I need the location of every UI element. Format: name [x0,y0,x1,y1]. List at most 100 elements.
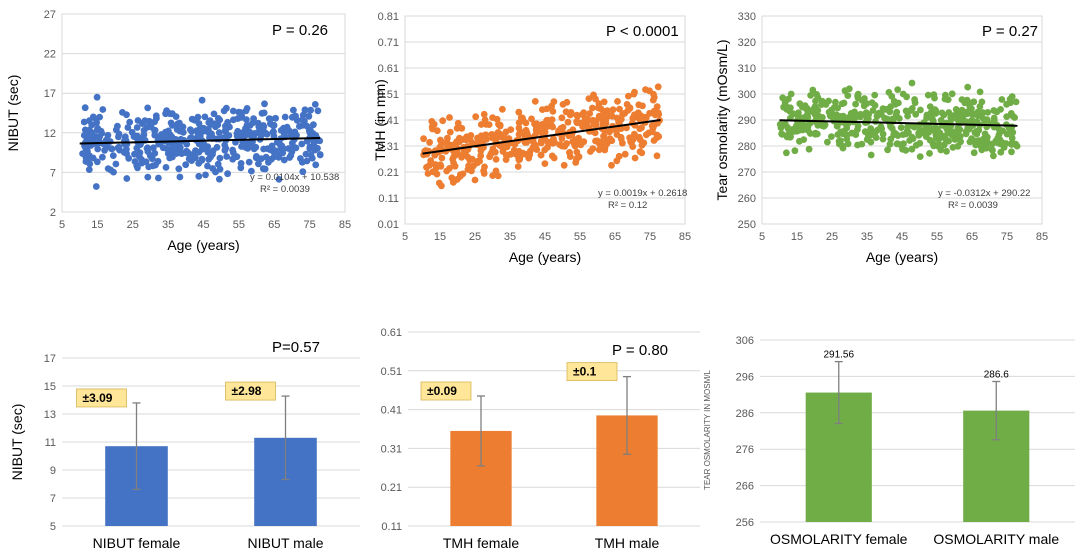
s2-point [517,114,525,121]
s2-point [496,121,504,129]
s2-point [636,148,644,156]
s2-point [608,161,615,169]
s2-point [471,176,479,184]
s1-point [223,153,231,160]
s2-point [609,106,617,114]
s3-point [926,103,934,110]
s3-point [909,135,917,143]
s2-point [592,95,599,103]
s2-point [489,172,497,180]
s1-point [126,118,134,126]
s2-x-tick-label: 85 [679,231,691,243]
s3-point [800,114,808,122]
s3-point [943,147,950,155]
s1-point [89,154,97,162]
s3-point [863,100,871,107]
s1-x-tick-label: 45 [197,219,209,231]
s1-point [249,130,257,138]
s1-point [151,127,159,135]
b1-y-tick-label: 5 [50,521,56,533]
s2-point [502,151,510,159]
s3-point [935,135,943,143]
s3-point [929,140,937,148]
s2-point [639,102,646,110]
s3-chart: 250 260 270 280 290 300 310 320 330 5 15 25 35 45 55 65… [714,11,1048,265]
s1-point [155,174,162,182]
s3-point [905,129,912,136]
s2-x-axis-label: Age (years) [509,249,581,265]
s3-point [995,131,1003,139]
s2-point [642,131,650,139]
s3-point [857,110,864,118]
s1-point [260,109,268,117]
b2-y-tick-label: 0.11 [381,521,402,533]
s2-point [541,160,549,168]
s1-point [298,140,306,148]
s1-point [125,154,133,162]
s3-x-tick-label: 65 [966,231,978,243]
s3-point [865,131,873,139]
s2-point [480,170,488,177]
s3-point [979,109,987,116]
s2-point [491,148,499,156]
s1-point [195,133,202,141]
s2-equation: y = 0.0019x + 0.2618 [598,188,687,199]
b2-y-tick-label: 0.61 [381,327,402,339]
s1-point [221,126,229,134]
s3-point [958,96,966,103]
s3-point [847,110,855,117]
s1-point [195,120,203,127]
s3-point [931,94,938,102]
s2-point [548,152,556,160]
s3-point [887,123,894,130]
s2-point [528,115,535,123]
s1-point [269,122,277,130]
s1-point [271,147,279,155]
s2-point [424,170,432,177]
s3-point [869,107,877,114]
s2-point [492,156,500,163]
s3-point [852,100,859,108]
s2-point [515,124,523,132]
s2-point [654,83,662,91]
s1-point [305,112,313,120]
s1-point [229,155,237,163]
s2-point [541,126,548,134]
s3-point [974,112,982,120]
s2-y-tick-label: 0.21 [378,167,399,179]
s3-point [809,86,817,94]
s3-x-tick-label: 85 [1036,231,1048,243]
s1-point [214,115,222,122]
s2-point [432,161,439,168]
s2-x-tick-label: 15 [434,231,446,243]
b1-y-tick-label: 11 [45,437,56,449]
s1-point [207,130,215,138]
s2-point [544,144,551,151]
s1-point [195,172,203,180]
s1-point [305,127,313,135]
s3-point [904,112,911,120]
s1-point [96,133,103,141]
s2-point [537,151,545,159]
s2-point [573,154,581,162]
s3-point [867,125,875,132]
s1-point [128,128,136,136]
s3-point [793,110,800,118]
s1-point [275,176,283,183]
s1-point [176,173,184,181]
s3-point [926,150,933,157]
s3-point [864,115,872,123]
s3-point [837,128,845,136]
s1-point [311,101,319,108]
s2-point [420,135,427,143]
b1-y-axis-label: NIBUT (sec) [9,404,25,481]
s2-point [616,105,623,113]
s3-point [948,90,956,98]
s2-point [608,137,616,145]
s3-point [915,131,923,139]
s3-point [789,127,797,135]
s1-x-tick-label: 55 [233,219,245,231]
s1-point [216,154,224,162]
s2-point [515,108,523,116]
s2-point [631,130,638,138]
